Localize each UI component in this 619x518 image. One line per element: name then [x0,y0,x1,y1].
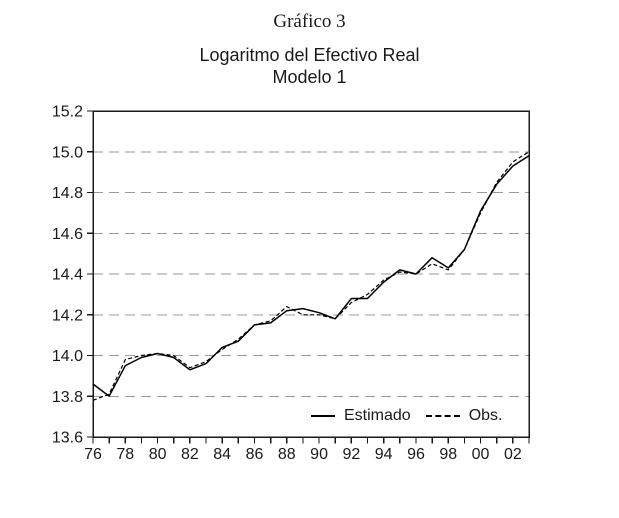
x-axis-label: 88 [278,446,296,463]
x-axis-label: 76 [84,446,102,463]
legend-label-obs: Obs. [468,407,503,424]
y-axis-label: 14.0 [52,348,83,365]
figure-number-title: Gráfico 3 [273,11,346,32]
y-axis-label: 14.6 [52,226,83,243]
x-axis-label: 86 [246,446,264,463]
y-axis-label: 15.0 [52,144,83,161]
y-axis-label: 13.6 [52,430,83,447]
chart-legend: Estimado Obs. [311,406,503,426]
x-axis-label: 92 [342,446,360,463]
x-axis-label: 82 [181,446,199,463]
obs-line-sample-icon [425,415,460,417]
y-axis-label: 14.4 [52,267,83,284]
estimado-line-sample-icon [311,415,335,417]
x-axis-label: 80 [149,446,167,463]
x-axis-label: 90 [310,446,328,463]
x-axis-label: 02 [504,446,522,463]
y-axis-label: 13.8 [52,389,83,406]
chart-model-subtitle: Modelo 1 [272,67,347,87]
y-axis-label: 14.2 [52,307,83,324]
x-axis-label: 94 [375,446,393,463]
chart-title: Logaritmo del Efectivo Real [199,45,420,65]
y-axis-label: 15.2 [52,104,83,121]
x-axis-label: 96 [407,446,425,463]
series-line-obs [92,151,530,401]
x-axis-label: 98 [439,446,457,463]
y-axis-label: 14.8 [52,185,83,202]
x-axis-label: 84 [213,446,231,463]
series-line-estimado [92,155,530,397]
legend-label-estimado: Estimado [344,407,411,424]
x-axis-label: 00 [472,446,490,463]
x-axis-label: 78 [116,446,134,463]
